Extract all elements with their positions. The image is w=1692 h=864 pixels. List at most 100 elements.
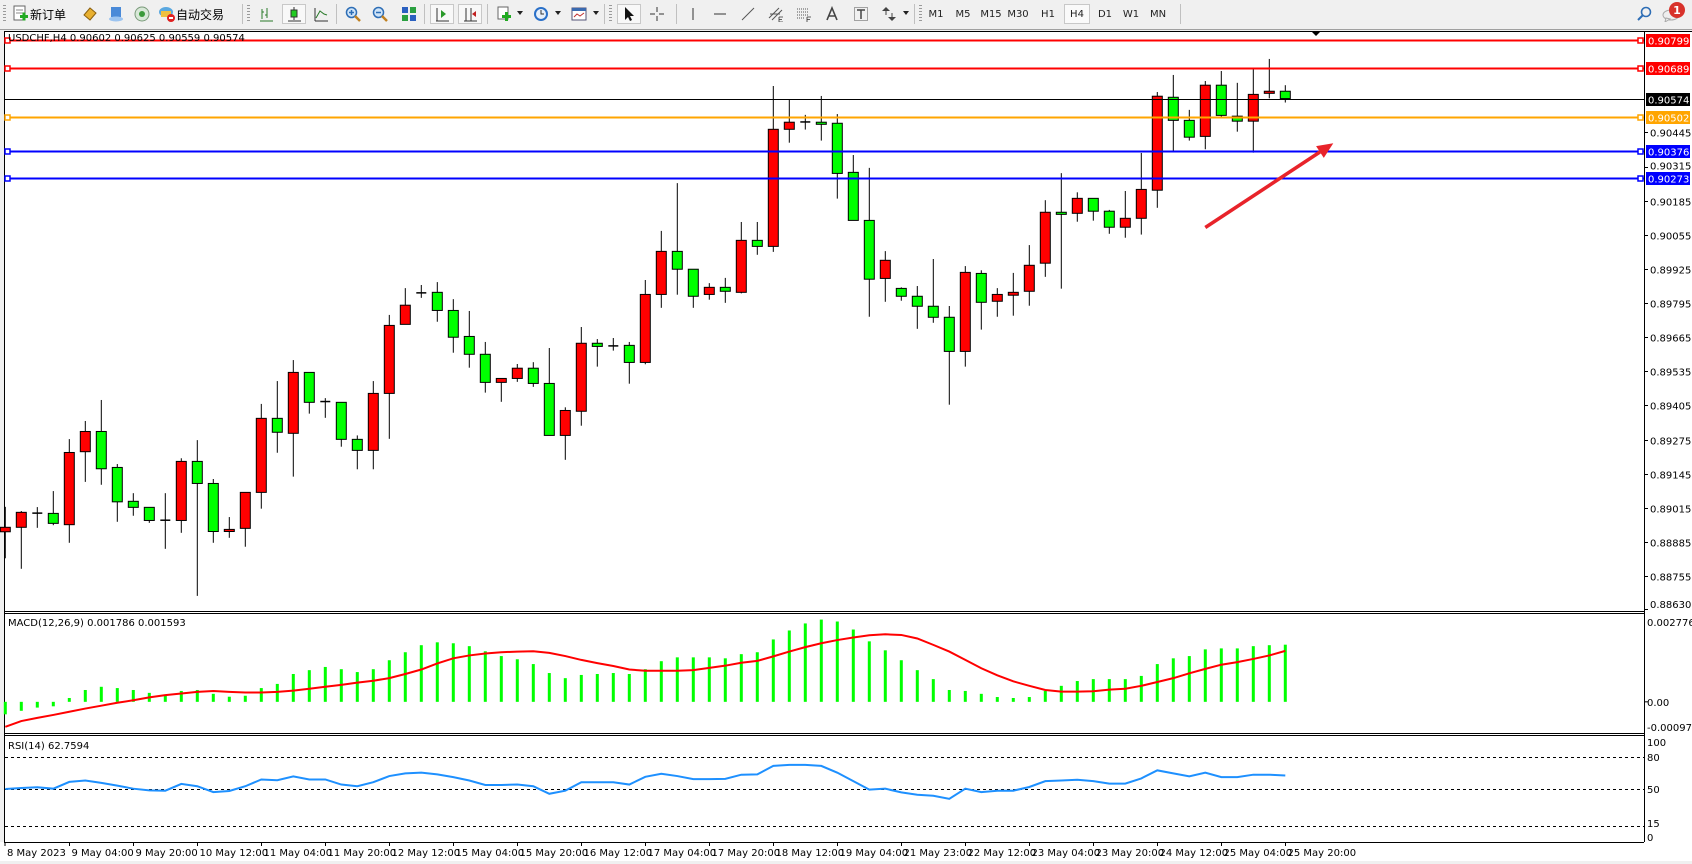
timeframe-m1[interactable]: M1: [928, 8, 944, 20]
toolbar-grip[interactable]: [919, 5, 922, 23]
price-label: 0.90574: [1648, 96, 1689, 107]
price-tick-label: 0.88630: [1650, 600, 1691, 611]
horizontal-line-0.90273[interactable]: 0.90273: [4, 172, 1690, 186]
line-handle-icon[interactable]: [4, 148, 11, 155]
new-order-button[interactable]: 新订单: [12, 4, 76, 24]
add-indicator-icon: [497, 6, 511, 21]
auto-scroll-button[interactable]: [430, 4, 454, 24]
arrows-tool-button[interactable]: [878, 4, 900, 24]
price-tick-label: 0.89275: [1650, 437, 1691, 448]
candle: [991, 288, 1003, 317]
bear-candle-body: [191, 460, 203, 484]
chart-shift-marker-icon[interactable]: [1311, 31, 1321, 36]
line-handle-icon[interactable]: [1637, 37, 1644, 44]
fibonacci-tool-button[interactable]: [793, 4, 815, 24]
periods-button[interactable]: [530, 4, 552, 24]
macd-histogram-bar: [579, 674, 583, 702]
candle: [0, 506, 11, 559]
horizontal-line-0.90799[interactable]: 0.90799: [4, 34, 1690, 48]
timeframe-m15[interactable]: M15: [980, 8, 1002, 20]
cursor-tool-button[interactable]: [617, 4, 641, 24]
bear-candle-body: [591, 342, 603, 347]
price-tick-label: 0.89145: [1650, 471, 1691, 482]
equidistant-channel-tool-button[interactable]: [765, 4, 787, 24]
time-axis-background: [0, 842, 1692, 861]
annotation-arrow[interactable]: [1204, 143, 1334, 229]
text-label-tool-button[interactable]: [850, 4, 872, 24]
horizontal-line-0.90376[interactable]: 0.90376: [4, 145, 1690, 159]
toolbar-grip[interactable]: [247, 5, 250, 23]
auto-trading-button[interactable]: 自动交易: [158, 4, 238, 24]
macd-histogram-bar: [867, 641, 871, 702]
market-watch-button[interactable]: [80, 4, 100, 24]
bar-chart-button[interactable]: [255, 4, 277, 24]
bull-candle-body: [0, 526, 11, 533]
line-handle-icon[interactable]: [4, 65, 11, 72]
time-tick-label: 22 May 12:00: [968, 848, 1037, 859]
periods-dropdown-arrow[interactable]: [555, 11, 561, 15]
timeframe-m30[interactable]: M30: [1007, 8, 1029, 20]
horizontal-line-0.90689[interactable]: 0.90689: [4, 62, 1690, 76]
bear-candle-body: [1167, 96, 1179, 121]
timeframe-w1[interactable]: W1: [1122, 8, 1140, 20]
price-label-background: [1646, 172, 1690, 185]
text-tool-button[interactable]: [821, 4, 843, 24]
auto-scroll-icon: [436, 8, 449, 22]
arrow-shaft[interactable]: [1204, 150, 1321, 229]
macd-histogram-bar: [355, 672, 359, 702]
bull-candle-body: [495, 377, 507, 383]
line-chart-button[interactable]: [310, 4, 332, 24]
candle: [559, 407, 571, 460]
timeframe-h1[interactable]: H1: [1041, 8, 1055, 20]
templates-button[interactable]: [568, 4, 590, 24]
zoom-out-button[interactable]: [369, 4, 391, 24]
horizontal-line-tool-button[interactable]: [709, 4, 731, 24]
rsi-tick-label: 50: [1647, 785, 1660, 796]
toolbar-grip[interactable]: [3, 5, 6, 23]
candle: [927, 258, 939, 323]
bear-candle-body: [1279, 90, 1291, 100]
clock-icon: [534, 7, 548, 21]
horizontal-line-0.90502[interactable]: 0.90502: [4, 111, 1690, 125]
trendline-tool-button[interactable]: [737, 4, 759, 24]
timeframe-m5[interactable]: M5: [955, 8, 971, 20]
vertical-line-icon: [692, 8, 694, 20]
line-handle-icon[interactable]: [1637, 148, 1644, 155]
toolbar-grip[interactable]: [609, 5, 612, 23]
line-handle-icon[interactable]: [4, 114, 11, 121]
timeframe-d1[interactable]: D1: [1097, 8, 1113, 20]
line-handle-icon[interactable]: [4, 37, 11, 44]
arrows-dropdown-arrow[interactable]: [903, 11, 909, 15]
bull-candle-body: [1119, 217, 1131, 228]
timeframe-mn[interactable]: MN: [1149, 8, 1167, 20]
candle: [15, 511, 27, 569]
search-button[interactable]: [1634, 4, 1654, 24]
bull-candle-body: [367, 392, 379, 451]
candle: [160, 493, 171, 549]
indicators-dropdown-arrow[interactable]: [517, 11, 523, 15]
chart-shift-button[interactable]: [458, 4, 482, 24]
candlestick-chart-button[interactable]: [282, 4, 306, 24]
tile-windows-button[interactable]: [398, 4, 420, 24]
timeframe-h4[interactable]: H4: [1064, 4, 1090, 24]
navigator-button[interactable]: [132, 4, 152, 24]
data-window-button[interactable]: [106, 4, 126, 24]
macd-histogram-bar: [163, 695, 167, 702]
zoom-in-button[interactable]: [342, 4, 364, 24]
crosshair-tool-button[interactable]: [646, 4, 668, 24]
indicators-button[interactable]: [493, 4, 515, 24]
bear-candle-body: [1087, 197, 1099, 212]
bull-candle-body: [767, 128, 779, 247]
fibonacci-icon: [797, 8, 811, 22]
arrow-head-icon[interactable]: [1316, 143, 1334, 158]
bear-candle-body: [1055, 211, 1067, 215]
line-handle-icon[interactable]: [1637, 114, 1644, 121]
vertical-line-tool-button[interactable]: [682, 4, 704, 24]
zoom-out-icon: [372, 6, 388, 22]
price-label: 0.90502: [1648, 114, 1689, 125]
line-handle-icon[interactable]: [1637, 175, 1644, 182]
line-handle-icon[interactable]: [4, 175, 11, 182]
line-handle-icon[interactable]: [1637, 65, 1644, 72]
templates-dropdown-arrow[interactable]: [593, 11, 599, 15]
